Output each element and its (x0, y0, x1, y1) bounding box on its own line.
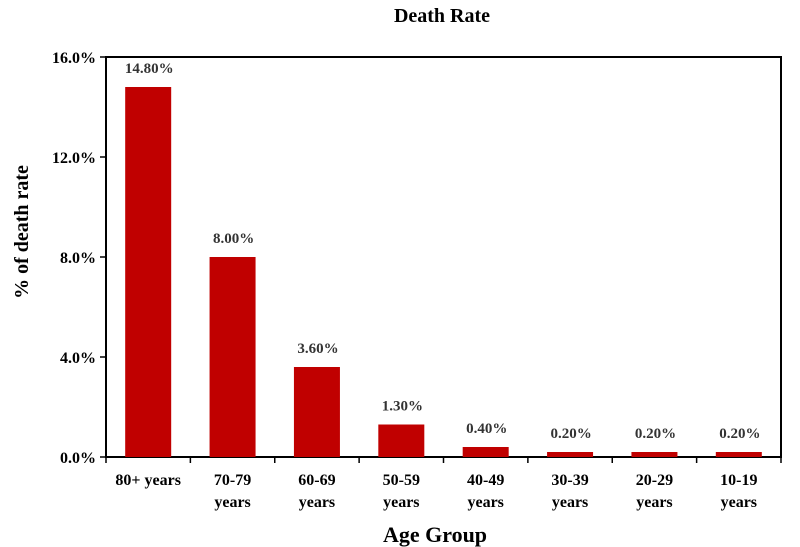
bar (293, 367, 340, 457)
y-tick-label: 8.0% (60, 250, 96, 267)
x-tick-label: years (552, 494, 588, 511)
data-label: 0.20% (635, 426, 676, 442)
x-tick-label: 40-49 (467, 472, 504, 489)
data-label: 3.60% (297, 341, 338, 357)
x-tick-label: 30-39 (551, 472, 588, 489)
bar (715, 452, 762, 457)
y-tick-label: 0.0% (60, 450, 96, 467)
chart-title: Death Rate (394, 5, 490, 27)
bars-group (125, 87, 762, 457)
x-tick-label: 80+ years (115, 472, 181, 489)
x-tick-label: years (636, 494, 672, 511)
bar (462, 447, 509, 457)
data-label: 8.00% (213, 231, 254, 247)
data-label: 0.20% (719, 426, 760, 442)
x-tick-label: years (383, 494, 419, 511)
bar (125, 87, 172, 457)
x-tick-label: years (467, 494, 503, 511)
x-tick-label: 50-59 (383, 472, 420, 489)
data-label: 1.30% (382, 399, 423, 415)
y-tick-label: 12.0% (52, 150, 96, 167)
x-tick-label: years (721, 494, 757, 511)
data-label: 14.80% (125, 61, 174, 77)
bar (378, 424, 425, 457)
plot-area-frame (105, 56, 782, 458)
y-axis-title: % of death rate (11, 165, 33, 299)
x-axis: 80+ years 70-79 years 60-69 years 50-59 years 4… (105, 457, 782, 511)
data-label: 0.20% (550, 426, 591, 442)
bar (209, 257, 256, 457)
data-labels-group: 14.80% 8.00% 3.60% 1.30% 0.40% 0.20% 0.20% 0.20… (125, 61, 761, 442)
x-tick-label: years (299, 494, 335, 511)
data-label: 0.40% (466, 421, 507, 437)
bar (547, 452, 594, 457)
x-tick-label: years (214, 494, 250, 511)
y-axis: 0.0% 4.0% 8.0% 12.0% 16.0% (52, 50, 106, 467)
x-tick-label: 20-29 (636, 472, 673, 489)
x-tick-label: 10-19 (720, 472, 757, 489)
x-tick-label: 60-69 (298, 472, 335, 489)
y-tick-label: 16.0% (52, 50, 96, 67)
x-tick-label: 70-79 (214, 472, 251, 489)
y-tick-label: 4.0% (60, 350, 96, 367)
bar (631, 452, 678, 457)
x-axis-title: Age Group (383, 522, 487, 547)
